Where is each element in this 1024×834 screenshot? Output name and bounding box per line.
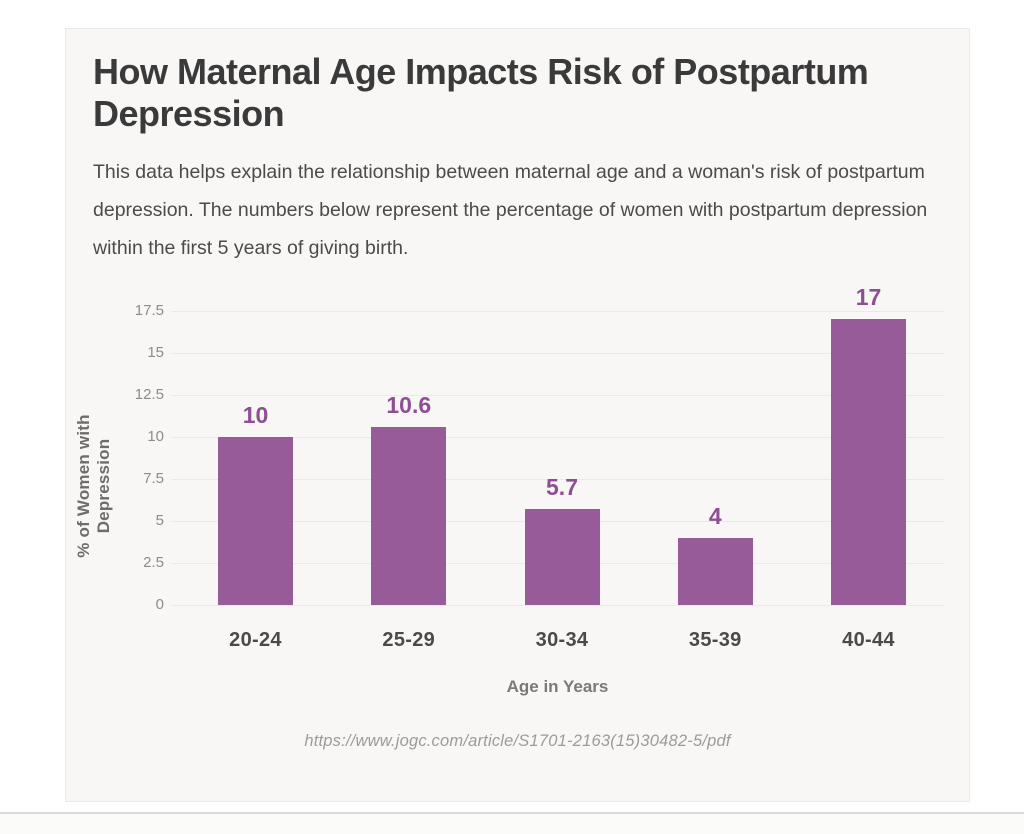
gridline	[171, 605, 944, 606]
bar	[218, 437, 293, 605]
source-url: https://www.jogc.com/article/S1701-2163(…	[304, 732, 731, 750]
x-category-label: 30-34	[535, 629, 589, 651]
x-category-label: 25-29	[382, 629, 436, 651]
gridline	[171, 395, 944, 396]
page-description: This data helps explain the relationship…	[93, 161, 928, 259]
y-tick-label: 2.5	[143, 554, 164, 571]
gridline	[171, 311, 944, 312]
y-tick-label: 10	[147, 428, 164, 445]
x-category-label: 40-44	[842, 629, 895, 651]
bar-value-label: 5.7	[546, 474, 578, 501]
x-axis-title: Age in Years	[506, 677, 609, 696]
gridline	[171, 437, 944, 438]
bottom-strip	[0, 814, 1024, 834]
bar-value-label: 10	[242, 402, 269, 428]
bar-value-label: 17	[855, 284, 882, 311]
y-tick-label: 12.5	[134, 386, 164, 403]
infographic-card: How Maternal Age Impacts Risk of Postpar…	[65, 28, 970, 802]
bottom-divider	[0, 812, 1024, 814]
page-title: How Maternal Age Impacts Risk of Postpar…	[93, 51, 869, 134]
y-tick-label: 0	[155, 596, 164, 613]
y-tick-label: 7.5	[143, 470, 164, 487]
y-tick-label: 17.5	[134, 302, 164, 319]
x-category-label: 20-24	[229, 629, 282, 651]
bar	[677, 537, 753, 605]
bar	[524, 509, 600, 605]
bar	[371, 426, 447, 605]
x-category-label: 35-39	[688, 629, 742, 651]
gridline	[171, 479, 944, 480]
bar-value-label: 10.6	[386, 391, 432, 418]
bar-value-label: 4	[708, 502, 722, 529]
bar-chart: % of Women with Depression 17.5 15 12.5 10 7…	[66, 284, 971, 724]
y-tick-label: 15	[147, 344, 164, 361]
bar	[831, 319, 906, 605]
y-tick-label: 5	[155, 512, 164, 529]
gridline	[171, 353, 944, 354]
